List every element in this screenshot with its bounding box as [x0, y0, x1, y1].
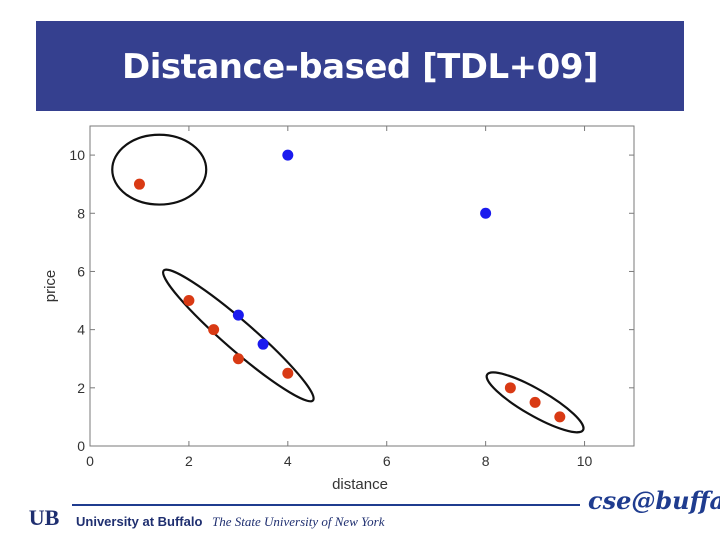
red-point: [529, 396, 541, 408]
tick-group: 0 2 4 6 8 10 0 2 4 6 8 10: [69, 126, 634, 469]
y-tick-label: 8: [77, 205, 85, 221]
cluster-group: [111, 133, 585, 434]
blue-point: [282, 149, 294, 161]
cluster-outline: [485, 371, 585, 434]
red-point: [282, 367, 294, 379]
cluster-outline: [111, 133, 208, 206]
red-point: [504, 382, 516, 394]
title-bar: Distance-based [TDL+09]: [36, 21, 684, 111]
cluster-outline: [162, 268, 315, 403]
blue-point: [232, 309, 244, 321]
x-tick-label: 8: [482, 453, 490, 469]
x-axis-label: distance: [332, 476, 388, 493]
y-tick-label: 2: [77, 380, 85, 396]
point-group: [133, 149, 566, 423]
y-tick-label: 0: [77, 438, 85, 454]
ub-logo-text: UB: [29, 506, 60, 528]
y-tick-label: 6: [77, 263, 85, 279]
x-tick-label: 10: [577, 453, 593, 469]
x-tick-label: 2: [185, 453, 193, 469]
x-tick-label: 4: [284, 453, 292, 469]
cse-buffalo-logo: cse@buffalo: [588, 486, 720, 515]
red-point: [208, 324, 220, 336]
y-axis-label: price: [42, 270, 59, 303]
university-subtitle: The State University of New York: [212, 514, 385, 529]
slide-title: Distance-based [TDL+09]: [121, 47, 599, 87]
y-tick-label: 10: [69, 147, 85, 163]
x-tick-label: 0: [86, 453, 94, 469]
y-tick-label: 4: [77, 322, 85, 338]
blue-point: [480, 207, 492, 219]
x-tick-label: 6: [383, 453, 391, 469]
red-point: [232, 353, 244, 365]
red-point: [554, 411, 566, 423]
ub-logo: UB: [29, 506, 60, 528]
red-point: [183, 295, 195, 307]
footer-rule: [72, 504, 580, 506]
red-point: [133, 178, 145, 190]
blue-point: [257, 338, 269, 350]
university-name: University at Buffalo: [76, 514, 203, 529]
